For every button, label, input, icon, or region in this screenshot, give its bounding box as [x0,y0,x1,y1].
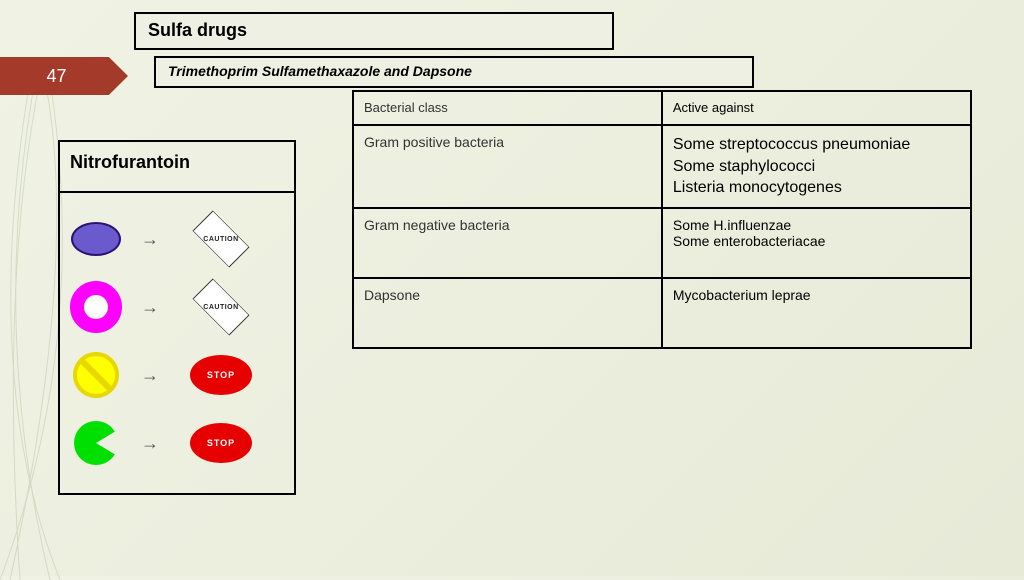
table-header-against: Active against [662,91,971,125]
no-sign-icon [68,352,124,398]
nitro-row: → CAUTION [68,205,286,273]
arrow-icon: → [138,229,162,250]
donut-icon [68,281,124,333]
pacman-icon [68,421,124,465]
arrow-icon: → [138,365,162,386]
table-row: Gram positive bacteria Some streptococcu… [353,125,971,208]
caution-sign: CAUTION [176,219,266,259]
cell-class: Gram negative bacteria [353,208,662,278]
table-header-row: Bacterial class Active against [353,91,971,125]
cell-class: Gram positive bacteria [353,125,662,208]
stop-label: STOP [207,438,235,448]
bacteria-table: Bacterial class Active against Gram posi… [352,90,972,349]
arrow-icon: → [138,433,162,454]
arrow-icon: → [138,297,162,318]
caution-label: CAUTION [203,304,238,311]
page-number: 47 [46,66,66,87]
caution-sign: CAUTION [176,287,266,327]
nitrofurantoin-panel: Nitrofurantoin → CAUTION → CAUTION → STO… [58,140,296,495]
table-row: Gram negative bacteria Some H.influenzae… [353,208,971,278]
nitro-row: → STOP [68,409,286,477]
sub-title: Trimethoprim Sulfamethaxazole and Dapson… [168,63,472,79]
stop-sign: STOP [176,423,266,463]
ellipse-icon [68,222,124,256]
table-row: Dapsone Mycobacterium leprae [353,278,971,348]
nitrofurantoin-body: → CAUTION → CAUTION → STOP → STOP [60,193,294,489]
caution-label: CAUTION [203,236,238,243]
nitro-row: → CAUTION [68,273,286,341]
cell-against: Some H.influenzaeSome enterobacteriacae [662,208,971,278]
page-number-badge: 47 [0,57,128,95]
main-title: Sulfa drugs [148,20,247,40]
sub-title-box: Trimethoprim Sulfamethaxazole and Dapson… [154,56,754,88]
cell-against: Some streptococcus pneumoniaeSome staphy… [662,125,971,208]
stop-label: STOP [207,370,235,380]
main-title-box: Sulfa drugs [134,12,614,50]
nitrofurantoin-title: Nitrofurantoin [60,142,294,193]
table-header-class: Bacterial class [353,91,662,125]
cell-class: Dapsone [353,278,662,348]
nitro-row: → STOP [68,341,286,409]
cell-against: Mycobacterium leprae [662,278,971,348]
stop-sign: STOP [176,355,266,395]
